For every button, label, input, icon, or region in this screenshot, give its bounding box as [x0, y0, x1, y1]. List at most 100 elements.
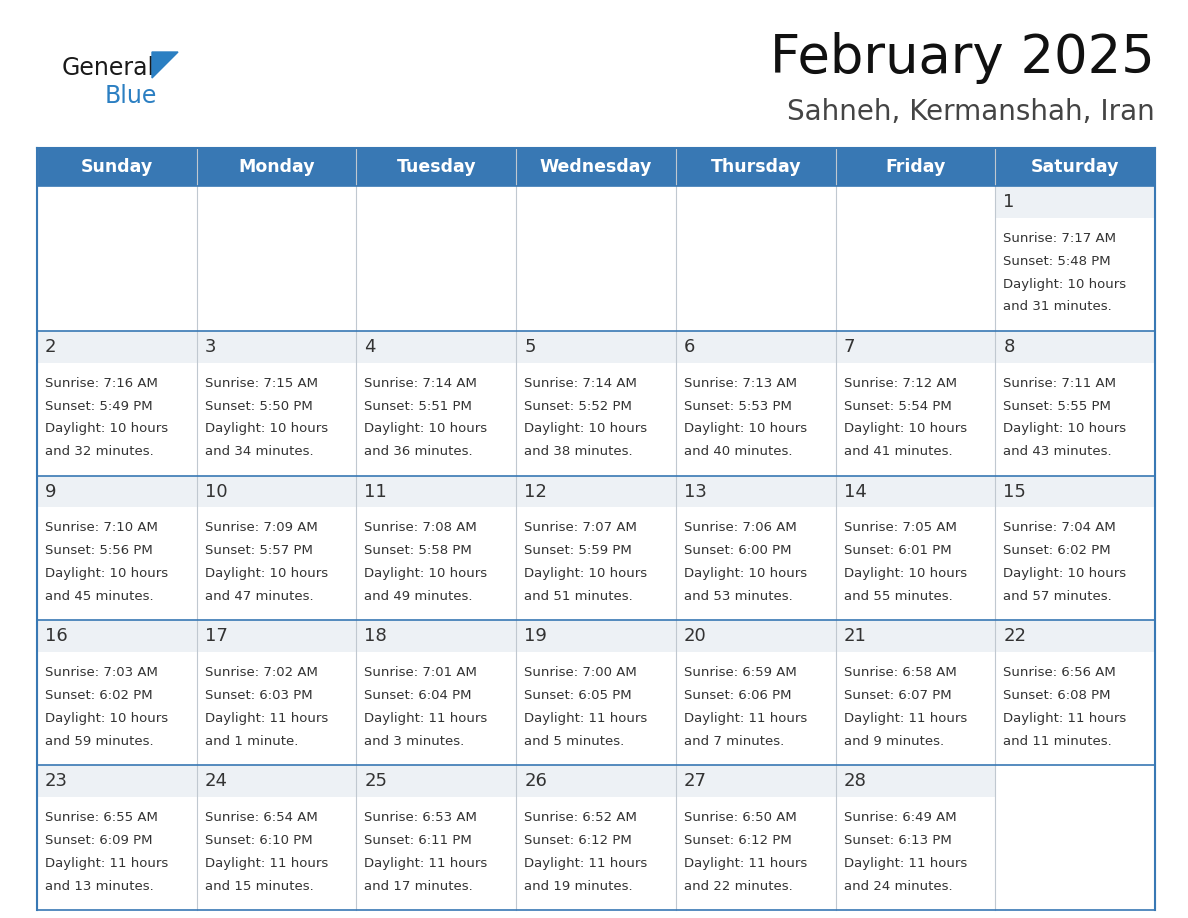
Bar [996, 621, 1155, 766]
Text: Sunset: 6:06 PM: Sunset: 6:06 PM [684, 689, 791, 702]
Text: Sunset: 5:54 PM: Sunset: 5:54 PM [843, 399, 952, 412]
Text: and 24 minutes.: and 24 minutes. [843, 879, 953, 892]
Text: and 49 minutes.: and 49 minutes. [365, 590, 473, 603]
Text: Sunset: 6:04 PM: Sunset: 6:04 PM [365, 689, 472, 702]
Text: Daylight: 11 hours: Daylight: 11 hours [204, 856, 328, 870]
Text: 10: 10 [204, 483, 227, 500]
Text: and 47 minutes.: and 47 minutes. [204, 590, 314, 603]
Text: Sunset: 6:12 PM: Sunset: 6:12 PM [524, 834, 632, 847]
Text: 17: 17 [204, 627, 228, 645]
Bar [37, 621, 197, 653]
Bar [516, 766, 676, 910]
Text: and 1 minute.: and 1 minute. [204, 735, 298, 748]
Text: Sunset: 6:08 PM: Sunset: 6:08 PM [1004, 689, 1111, 702]
Bar [676, 330, 835, 476]
Text: Sunrise: 6:55 AM: Sunrise: 6:55 AM [45, 812, 158, 824]
Text: Sunrise: 7:02 AM: Sunrise: 7:02 AM [204, 666, 317, 679]
Text: Sunrise: 7:00 AM: Sunrise: 7:00 AM [524, 666, 637, 679]
Bar [996, 186, 1155, 218]
Text: Sunrise: 7:14 AM: Sunrise: 7:14 AM [365, 376, 478, 389]
Bar [197, 621, 356, 653]
Text: Daylight: 10 hours: Daylight: 10 hours [1004, 567, 1126, 580]
Bar [996, 330, 1155, 363]
Bar [516, 621, 676, 653]
Text: Monday: Monday [239, 158, 315, 176]
Bar [835, 621, 996, 766]
Text: Wednesday: Wednesday [539, 158, 652, 176]
Text: 12: 12 [524, 483, 546, 500]
Text: and 9 minutes.: and 9 minutes. [843, 735, 943, 748]
Text: 13: 13 [684, 483, 707, 500]
Text: Sunrise: 7:12 AM: Sunrise: 7:12 AM [843, 376, 956, 389]
Text: Daylight: 11 hours: Daylight: 11 hours [365, 712, 488, 725]
Text: Daylight: 11 hours: Daylight: 11 hours [204, 712, 328, 725]
Text: Sunset: 5:57 PM: Sunset: 5:57 PM [204, 544, 312, 557]
Text: Sunset: 6:02 PM: Sunset: 6:02 PM [45, 689, 152, 702]
Text: Sunrise: 7:06 AM: Sunrise: 7:06 AM [684, 521, 797, 534]
Bar [516, 476, 676, 508]
Text: 7: 7 [843, 338, 855, 356]
Text: Daylight: 10 hours: Daylight: 10 hours [45, 712, 169, 725]
Polygon shape [152, 52, 178, 78]
Text: Sunrise: 7:07 AM: Sunrise: 7:07 AM [524, 521, 637, 534]
Bar [37, 766, 197, 797]
Text: Sunset: 5:50 PM: Sunset: 5:50 PM [204, 399, 312, 412]
Text: Sunrise: 6:52 AM: Sunrise: 6:52 AM [524, 812, 637, 824]
Bar [676, 766, 835, 797]
Text: Sunset: 5:51 PM: Sunset: 5:51 PM [365, 399, 473, 412]
Bar [197, 621, 356, 766]
Bar [197, 766, 356, 797]
Text: Sunset: 5:58 PM: Sunset: 5:58 PM [365, 544, 472, 557]
Bar [996, 766, 1155, 910]
Text: Sunset: 5:59 PM: Sunset: 5:59 PM [524, 544, 632, 557]
Text: February 2025: February 2025 [770, 32, 1155, 84]
Text: Sunday: Sunday [81, 158, 153, 176]
Text: Sunrise: 6:58 AM: Sunrise: 6:58 AM [843, 666, 956, 679]
Text: Blue: Blue [105, 84, 157, 108]
Text: Saturday: Saturday [1031, 158, 1119, 176]
Text: 24: 24 [204, 772, 228, 790]
Text: 4: 4 [365, 338, 375, 356]
Text: 11: 11 [365, 483, 387, 500]
Text: Daylight: 10 hours: Daylight: 10 hours [684, 422, 807, 435]
Text: 9: 9 [45, 483, 57, 500]
Bar [996, 476, 1155, 621]
Text: Sunset: 5:55 PM: Sunset: 5:55 PM [1004, 399, 1111, 412]
Bar [676, 476, 835, 621]
Bar [835, 330, 996, 363]
Text: Sunset: 6:03 PM: Sunset: 6:03 PM [204, 689, 312, 702]
Bar [356, 330, 516, 363]
Text: and 19 minutes.: and 19 minutes. [524, 879, 633, 892]
Text: 2: 2 [45, 338, 57, 356]
Text: Sunrise: 7:13 AM: Sunrise: 7:13 AM [684, 376, 797, 389]
Text: Sunset: 6:10 PM: Sunset: 6:10 PM [204, 834, 312, 847]
Text: and 31 minutes.: and 31 minutes. [1004, 300, 1112, 313]
Text: Sunrise: 6:56 AM: Sunrise: 6:56 AM [1004, 666, 1116, 679]
Text: 20: 20 [684, 627, 707, 645]
Text: Sunrise: 7:10 AM: Sunrise: 7:10 AM [45, 521, 158, 534]
Text: and 55 minutes.: and 55 minutes. [843, 590, 953, 603]
Bar [516, 476, 676, 621]
Text: Sunset: 5:48 PM: Sunset: 5:48 PM [1004, 254, 1111, 268]
Text: Sunset: 5:52 PM: Sunset: 5:52 PM [524, 399, 632, 412]
Bar [356, 621, 516, 766]
Bar [356, 476, 516, 508]
Text: Sunset: 6:09 PM: Sunset: 6:09 PM [45, 834, 152, 847]
Text: Daylight: 11 hours: Daylight: 11 hours [684, 856, 807, 870]
Text: Daylight: 10 hours: Daylight: 10 hours [204, 422, 328, 435]
Text: and 41 minutes.: and 41 minutes. [843, 445, 953, 458]
Bar [197, 186, 356, 330]
Text: Sunrise: 6:53 AM: Sunrise: 6:53 AM [365, 812, 478, 824]
Bar [676, 621, 835, 653]
Bar [835, 186, 996, 330]
Text: Daylight: 10 hours: Daylight: 10 hours [524, 567, 647, 580]
Bar [37, 476, 197, 508]
Bar [197, 476, 356, 508]
Bar [37, 148, 1155, 186]
Text: Sunrise: 6:50 AM: Sunrise: 6:50 AM [684, 812, 797, 824]
Text: Daylight: 10 hours: Daylight: 10 hours [1004, 422, 1126, 435]
Text: Daylight: 11 hours: Daylight: 11 hours [684, 712, 807, 725]
Text: Sahneh, Kermanshah, Iran: Sahneh, Kermanshah, Iran [788, 98, 1155, 126]
Text: 22: 22 [1004, 627, 1026, 645]
Text: and 15 minutes.: and 15 minutes. [204, 879, 314, 892]
